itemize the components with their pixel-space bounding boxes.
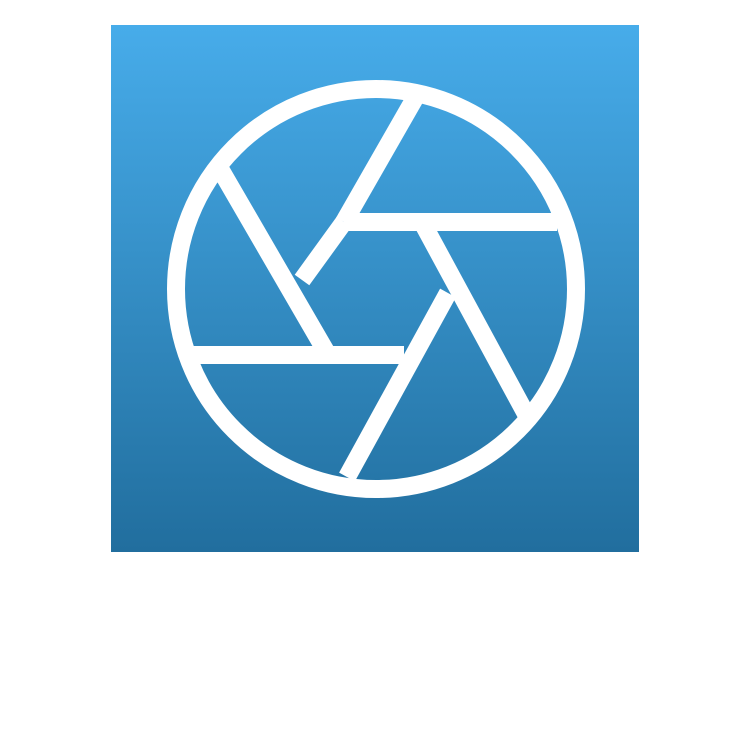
aperture-blade xyxy=(336,93,423,227)
aperture-ring xyxy=(167,80,585,498)
aperture-blade xyxy=(339,288,456,482)
aperture-blade xyxy=(414,217,534,419)
aperture-blade xyxy=(211,162,336,360)
camera-aperture-icon xyxy=(111,25,639,552)
app-icon-tile[interactable] xyxy=(111,25,639,552)
aperture-blade xyxy=(294,216,352,286)
icon-background xyxy=(111,25,639,552)
